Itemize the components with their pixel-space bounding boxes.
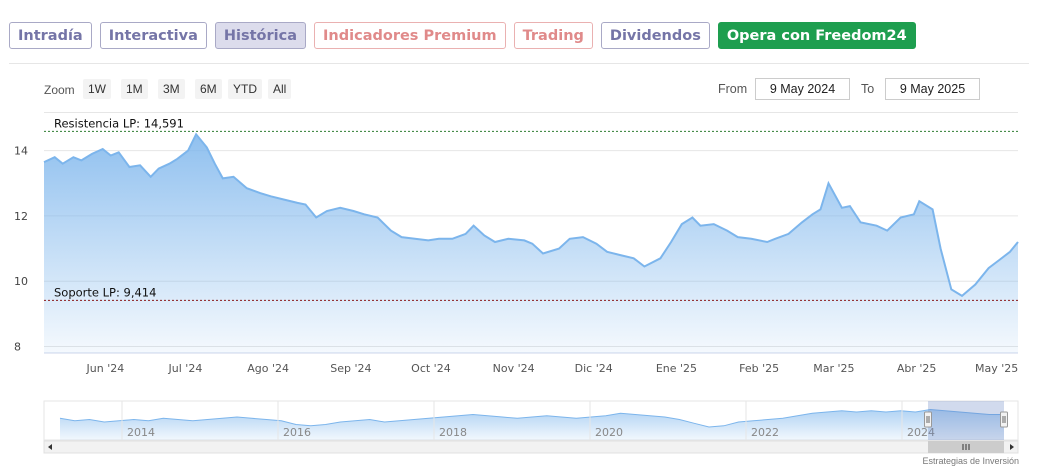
zoom-1m-button[interactable]: 1M — [121, 79, 148, 99]
x-tick-label: Sep '24 — [330, 362, 371, 375]
navigator-tick-label: 2022 — [751, 426, 779, 439]
zoom-1w-button[interactable]: 1W — [83, 79, 111, 99]
zoom-6m-button[interactable]: 6M — [195, 79, 222, 99]
navigator-handle[interactable] — [1000, 411, 1008, 428]
x-tick-label: Abr '25 — [897, 362, 937, 375]
x-tick-label: May '25 — [975, 362, 1018, 375]
freedom24-cta-button[interactable]: Opera con Freedom24 — [717, 22, 916, 49]
from-label: From — [718, 82, 748, 96]
tab-dividendos[interactable]: Dividendos — [600, 22, 710, 49]
x-tick-label: Oct '24 — [411, 362, 451, 375]
scrollbar-track[interactable] — [43, 440, 1019, 454]
x-tick-label: Nov '24 — [493, 362, 535, 375]
zoom-all-button[interactable]: All — [268, 79, 292, 99]
tab-interactiva[interactable]: Interactiva — [99, 22, 207, 49]
y-tick-label: 10 — [14, 275, 28, 288]
x-tick-label: Ene '25 — [656, 362, 697, 375]
y-tick-label: 12 — [14, 210, 28, 223]
scroll-left-icon[interactable] — [48, 444, 52, 450]
navigator-tick-label: 2024 — [907, 426, 935, 439]
navigator-selection[interactable] — [928, 401, 1004, 440]
divider — [9, 63, 1029, 64]
x-tick-label: Jun '24 — [86, 362, 125, 375]
zoom-3m-button[interactable]: 3M — [158, 79, 185, 99]
y-tick-label: 8 — [14, 340, 21, 353]
tab-historica[interactable]: Histórica — [214, 22, 307, 49]
zoom-ytd-button[interactable]: YTD — [228, 79, 262, 99]
navigator-tick-label: 2020 — [595, 426, 623, 439]
toolbar-divider — [44, 112, 1018, 113]
credit: Estrategias de Inversión — [922, 456, 1019, 466]
scroll-right-icon[interactable] — [1010, 444, 1014, 450]
x-tick-label: Ago '24 — [247, 362, 289, 375]
navigator-tick-label: 2016 — [283, 426, 311, 439]
y-axis: 8 10 12 14 — [14, 145, 28, 354]
tab-trading[interactable]: Trading — [513, 22, 593, 49]
price-line — [43, 132, 1019, 298]
range-toolbar: Zoom 1W 1M 3M 6M YTD All From 9 May 2024… — [0, 78, 1038, 100]
to-label: To — [861, 82, 875, 96]
x-tick-label: Jul '24 — [168, 362, 203, 375]
x-tick-label: Feb '25 — [739, 362, 779, 375]
from-date-input[interactable]: 9 May 2024 — [755, 78, 850, 100]
navigator-tick-label: 2018 — [439, 426, 467, 439]
x-axis: Jun '24 Jul '24 Ago '24 Sep '24 Oct '24 Nov '… — [86, 362, 1019, 375]
zoom-label: Zoom — [44, 83, 75, 97]
tab-intradia[interactable]: Intradía — [9, 22, 92, 49]
navigator[interactable]: 2014 2016 2018 2020 2022 2024 — [43, 400, 1019, 454]
navigator-handle[interactable] — [924, 411, 932, 428]
to-date-input[interactable]: 9 May 2025 — [885, 78, 980, 100]
x-tick-label: Mar '25 — [813, 362, 854, 375]
navigator-tick-label: 2014 — [127, 426, 155, 439]
y-tick-label: 14 — [14, 145, 28, 158]
support-label: Soporte LP: 9,414 — [54, 285, 156, 299]
chart-tabs: Intradía Interactiva Histórica Indicador… — [9, 22, 916, 49]
navigator-line — [59, 408, 1004, 428]
navigator-area — [60, 409, 1004, 440]
resistance-label: Resistencia LP: 14,591 — [54, 116, 184, 130]
x-tick-label: Dic '24 — [575, 362, 613, 375]
tab-indicadores-premium[interactable]: Indicadores Premium — [314, 22, 506, 49]
